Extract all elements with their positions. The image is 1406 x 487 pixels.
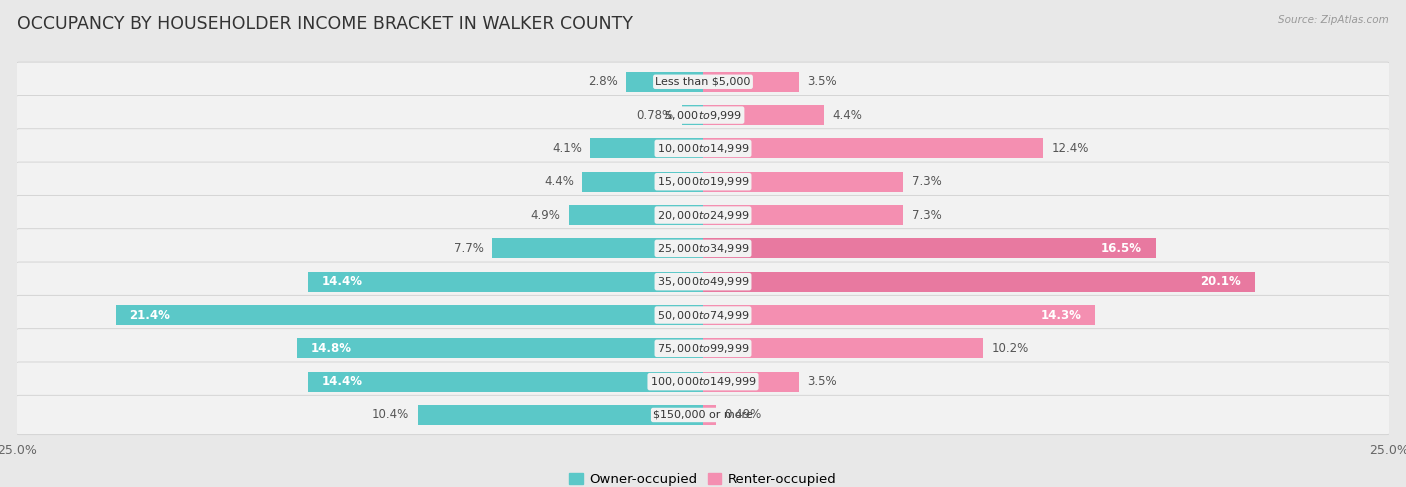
Text: 7.3%: 7.3% bbox=[911, 175, 942, 188]
FancyBboxPatch shape bbox=[15, 129, 1391, 168]
Bar bbox=[115, 305, 703, 325]
Bar bbox=[703, 172, 903, 192]
Legend: Owner-occupied, Renter-occupied: Owner-occupied, Renter-occupied bbox=[564, 468, 842, 487]
FancyBboxPatch shape bbox=[15, 162, 1391, 202]
Bar bbox=[418, 405, 703, 425]
Text: 20.1%: 20.1% bbox=[1201, 275, 1241, 288]
Bar bbox=[703, 138, 1043, 158]
Text: $5,000 to $9,999: $5,000 to $9,999 bbox=[664, 109, 742, 122]
Bar bbox=[308, 372, 703, 392]
Bar bbox=[626, 72, 703, 92]
Bar bbox=[703, 338, 983, 358]
Bar bbox=[703, 72, 799, 92]
Text: 4.1%: 4.1% bbox=[553, 142, 582, 155]
Text: 21.4%: 21.4% bbox=[129, 308, 170, 321]
FancyBboxPatch shape bbox=[15, 395, 1391, 434]
Bar bbox=[703, 405, 717, 425]
Text: $150,000 or more: $150,000 or more bbox=[654, 410, 752, 420]
Bar bbox=[568, 205, 703, 225]
Text: 3.5%: 3.5% bbox=[807, 375, 837, 388]
Text: 14.8%: 14.8% bbox=[311, 342, 352, 355]
Bar bbox=[703, 372, 799, 392]
Text: OCCUPANCY BY HOUSEHOLDER INCOME BRACKET IN WALKER COUNTY: OCCUPANCY BY HOUSEHOLDER INCOME BRACKET … bbox=[17, 15, 633, 33]
Text: 14.4%: 14.4% bbox=[322, 275, 363, 288]
Text: 14.4%: 14.4% bbox=[322, 375, 363, 388]
FancyBboxPatch shape bbox=[15, 362, 1391, 401]
Text: 4.4%: 4.4% bbox=[832, 109, 862, 122]
Text: Source: ZipAtlas.com: Source: ZipAtlas.com bbox=[1278, 15, 1389, 25]
FancyBboxPatch shape bbox=[15, 329, 1391, 368]
Text: 7.7%: 7.7% bbox=[454, 242, 484, 255]
Bar bbox=[297, 338, 703, 358]
Text: 4.4%: 4.4% bbox=[544, 175, 574, 188]
Bar bbox=[682, 105, 703, 125]
Text: 0.49%: 0.49% bbox=[724, 409, 762, 421]
FancyBboxPatch shape bbox=[15, 295, 1391, 335]
Text: $50,000 to $74,999: $50,000 to $74,999 bbox=[657, 308, 749, 321]
Text: 7.3%: 7.3% bbox=[911, 208, 942, 222]
Text: 12.4%: 12.4% bbox=[1052, 142, 1088, 155]
Bar bbox=[492, 238, 703, 259]
Bar bbox=[703, 205, 903, 225]
FancyBboxPatch shape bbox=[15, 62, 1391, 101]
Text: Less than $5,000: Less than $5,000 bbox=[655, 77, 751, 87]
Bar bbox=[703, 272, 1254, 292]
Text: 10.2%: 10.2% bbox=[991, 342, 1028, 355]
FancyBboxPatch shape bbox=[15, 229, 1391, 268]
FancyBboxPatch shape bbox=[15, 95, 1391, 135]
Bar bbox=[582, 172, 703, 192]
Bar bbox=[591, 138, 703, 158]
Text: $10,000 to $14,999: $10,000 to $14,999 bbox=[657, 142, 749, 155]
Text: $35,000 to $49,999: $35,000 to $49,999 bbox=[657, 275, 749, 288]
Text: 2.8%: 2.8% bbox=[588, 75, 617, 88]
Text: $15,000 to $19,999: $15,000 to $19,999 bbox=[657, 175, 749, 188]
Text: $75,000 to $99,999: $75,000 to $99,999 bbox=[657, 342, 749, 355]
Text: 10.4%: 10.4% bbox=[373, 409, 409, 421]
Text: $25,000 to $34,999: $25,000 to $34,999 bbox=[657, 242, 749, 255]
FancyBboxPatch shape bbox=[15, 262, 1391, 301]
Text: $100,000 to $149,999: $100,000 to $149,999 bbox=[650, 375, 756, 388]
Text: 16.5%: 16.5% bbox=[1101, 242, 1142, 255]
Text: $20,000 to $24,999: $20,000 to $24,999 bbox=[657, 208, 749, 222]
Text: 14.3%: 14.3% bbox=[1040, 308, 1081, 321]
Text: 4.9%: 4.9% bbox=[530, 208, 560, 222]
FancyBboxPatch shape bbox=[15, 195, 1391, 235]
Bar bbox=[703, 305, 1095, 325]
Bar bbox=[308, 272, 703, 292]
Bar bbox=[703, 105, 824, 125]
Bar bbox=[703, 238, 1156, 259]
Text: 3.5%: 3.5% bbox=[807, 75, 837, 88]
Text: 0.78%: 0.78% bbox=[637, 109, 673, 122]
